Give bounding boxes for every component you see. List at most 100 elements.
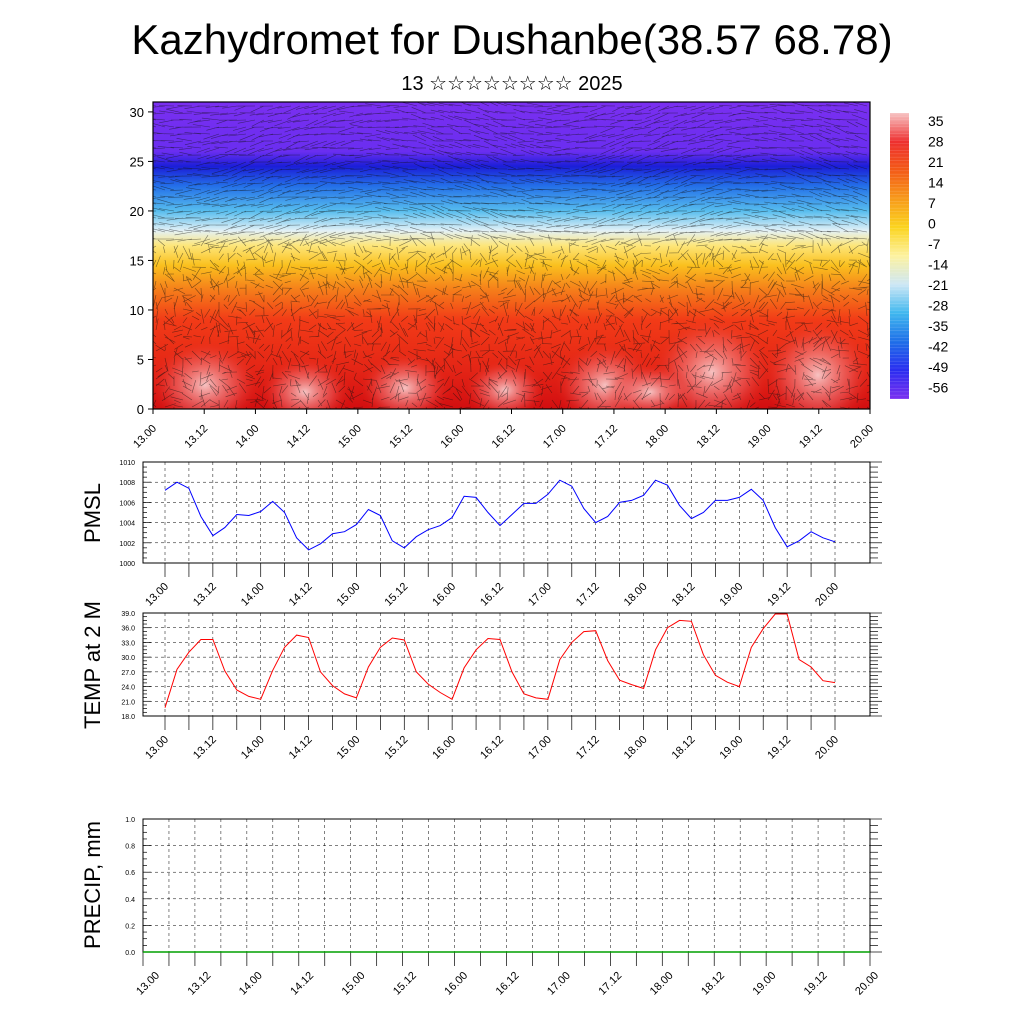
- temp-xtick-label: 16.12: [478, 734, 506, 762]
- heatmap-xtick-label: 20.00: [848, 423, 876, 451]
- precip-xtick-label: 17.12: [596, 970, 624, 998]
- temp-ytick-label: 36.0: [121, 626, 135, 633]
- precip-xtick-label: 20.00: [853, 970, 881, 998]
- temp-ytick-label: 21.0: [121, 699, 135, 706]
- colorbar-label: -56: [928, 380, 948, 396]
- temp-xtick-label: 17.00: [526, 734, 554, 762]
- precip-ytick-label: 0.4: [125, 897, 135, 904]
- heatmap-xtick-label: 19.00: [746, 423, 774, 451]
- precip-axis-label: PRECIP, mm: [80, 821, 105, 949]
- warm-core-1: [260, 357, 350, 409]
- precip-ytick-label: 0.8: [125, 844, 135, 851]
- precip-xtick-label: 15.00: [340, 970, 368, 998]
- precip-xtick-label: 18.00: [648, 970, 676, 998]
- colorbar-label: -21: [928, 277, 948, 293]
- temp-xtick-label: 18.12: [670, 734, 698, 762]
- pmsl-xtick-label: 15.12: [382, 581, 410, 609]
- pmsl-frame: [142, 461, 871, 564]
- heatmap-ytick-label: 30: [130, 105, 144, 120]
- temp-ytick-label: 33.0: [121, 640, 135, 647]
- heatmap-xtick-label: 14.00: [234, 423, 262, 451]
- heatmap-xtick-label: 15.00: [336, 423, 364, 451]
- temp-xtick-label: 20.00: [813, 734, 841, 762]
- temp-ytick-label: 18.0: [121, 714, 135, 721]
- temp-ytick-label: 30.0: [121, 655, 135, 662]
- pmsl-xtick-label: 18.12: [670, 581, 698, 609]
- pmsl-xtick-label: 16.00: [430, 581, 458, 609]
- colorbar-label: -42: [928, 339, 948, 355]
- colorbar-label: 14: [928, 175, 944, 191]
- heatmap-xtick-label: 19.12: [797, 423, 825, 451]
- pmsl-xtick-label: 13.12: [191, 581, 219, 609]
- heatmap-xtick-label: 14.12: [285, 423, 313, 451]
- precip-xtick-label: 19.12: [802, 970, 830, 998]
- precip-xtick-label: 15.12: [391, 970, 419, 998]
- heatmap-xtick-label: 13.12: [182, 423, 210, 451]
- temp-xtick-label: 13.00: [143, 734, 171, 762]
- pmsl-xtick-label: 17.00: [526, 581, 554, 609]
- pmsl-xtick-label: 13.00: [143, 581, 171, 609]
- precip-ytick-label: 1.0: [125, 817, 135, 824]
- temp-xtick-label: 16.00: [430, 734, 458, 762]
- pmsl-series-line: [164, 479, 836, 551]
- temp-xtick-label: 17.12: [574, 734, 602, 762]
- temp-frame: [142, 612, 871, 717]
- heatmap-xtick-label: 16.12: [490, 423, 518, 451]
- temp-xtick-label: 15.12: [382, 734, 410, 762]
- heatmap-xtick-label: 18.12: [695, 423, 723, 451]
- temp-xtick-label: 18.00: [622, 734, 650, 762]
- pmsl-ytick-label: 1004: [119, 521, 135, 528]
- colorbar-label: -49: [928, 359, 948, 375]
- colorbar-label: 28: [928, 134, 944, 150]
- pmsl-axis-label: PMSL: [80, 483, 105, 543]
- pmsl-xtick-label: 18.00: [622, 581, 650, 609]
- temp-ytick-label: 24.0: [121, 685, 135, 692]
- colorbar-scale: [890, 113, 909, 399]
- temp-panel: 18.0 21.0 24.0 27.0 30.0 33.0 36.0 39.0 13.00 13.…: [80, 601, 882, 762]
- precip-xtick-label: 14.12: [288, 970, 316, 998]
- colorbar-label: 7: [928, 195, 936, 211]
- temp-xtick-label: 15.00: [335, 734, 363, 762]
- heatmap-ytick-label: 5: [137, 352, 144, 367]
- heatmap-xtick-label: 17.00: [541, 423, 569, 451]
- heatmap-xtick-label: 13.00: [131, 423, 159, 451]
- precip-xtick-label: 19.00: [750, 970, 778, 998]
- colorbar-label: -14: [928, 257, 948, 273]
- heatmap-xtick-label: 18.00: [643, 423, 671, 451]
- temp-xtick-label: 14.00: [239, 734, 267, 762]
- temp-ytick-label: 27.0: [121, 670, 135, 677]
- upper-air-heatmap: 0 5 10 15 20 25 30 13.00 13.12 14.00 14.12 15.00 15.…: [130, 101, 876, 451]
- colorbar-label: -35: [928, 318, 948, 334]
- precip-xtick-label: 17.00: [545, 970, 573, 998]
- precip-ytick-label: 0.0: [125, 950, 135, 957]
- heatmap-xtick-label: 15.12: [387, 423, 415, 451]
- temp-ytick-label: 39.0: [121, 611, 135, 618]
- colorbar: 35 28 21 14 7 0 -7 -14 -21 -28 -35 -42 -49 -56: [890, 112, 948, 399]
- warm-core-7: [605, 364, 695, 409]
- pmsl-panel: 1000 1002 1004 1006 1008 1010 13.00 13.12 14.00 1…: [80, 460, 882, 609]
- colorbar-label: -28: [928, 298, 948, 314]
- pmsl-xtick-label: 20.00: [813, 581, 841, 609]
- pmsl-ytick-label: 1000: [119, 561, 135, 568]
- pmsl-xtick-label: 14.12: [287, 581, 315, 609]
- pmsl-ytick-label: 1008: [119, 480, 135, 487]
- precip-ytick-label: 0.6: [125, 870, 135, 877]
- temp-series-line: [164, 613, 836, 708]
- colorbar-bands: [890, 112, 909, 399]
- warm-core-2: [360, 353, 450, 409]
- pmsl-ytick-label: 1006: [119, 500, 135, 507]
- wind-vectors: [153, 102, 870, 409]
- temp-xtick-label: 19.12: [765, 734, 793, 762]
- colorbar-label: 0: [928, 216, 936, 232]
- precip-xtick-label: 14.00: [237, 970, 265, 998]
- heatmap-xtick-label: 16.00: [438, 423, 466, 451]
- temp-xtick-label: 13.12: [191, 734, 219, 762]
- precip-xtick-label: 16.12: [494, 970, 522, 998]
- precip-xtick-label: 16.00: [442, 970, 470, 998]
- chart-title: Kazhydromet for Dushanbe(38.57 68.78): [131, 16, 893, 63]
- precip-xtick-label: 13.12: [186, 970, 214, 998]
- heatmap-ytick-label: 0: [137, 402, 144, 417]
- colorbar-label: 35: [928, 113, 944, 129]
- precip-ytick-label: 0.2: [125, 923, 135, 930]
